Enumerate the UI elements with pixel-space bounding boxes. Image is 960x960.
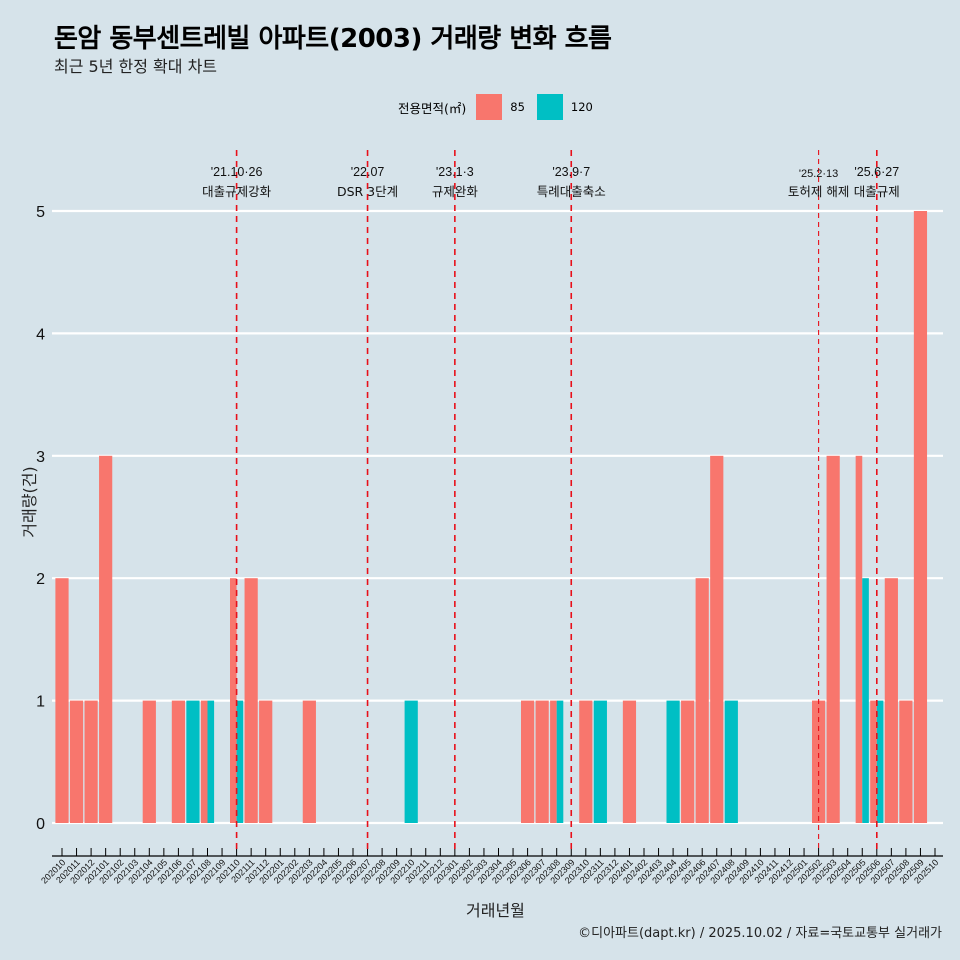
bar-120-202505 — [862, 578, 869, 823]
annotation-label: 대출규제 — [854, 184, 900, 199]
annotation-label: DSR 3단계 — [337, 184, 398, 199]
bar-85-202203 — [302, 700, 316, 823]
bars — [55, 211, 928, 823]
bar-120-202308 — [556, 700, 564, 823]
bar-85-202406 — [695, 578, 709, 823]
bar-85-202104 — [142, 700, 156, 823]
bar-120-202404 — [666, 700, 680, 823]
annotation-label: 규제완화 — [432, 184, 479, 199]
y-tick-label: 1 — [36, 694, 45, 711]
annotation-date: '23.1·3 — [436, 165, 474, 179]
bar-120-202210 — [404, 700, 418, 823]
annotation-date: '21.10·26 — [211, 165, 263, 179]
bar-120-202107 — [186, 700, 200, 823]
y-tick-label: 0 — [36, 816, 45, 833]
annotation-date: '23.9·7 — [552, 165, 590, 179]
annotation-date: '25.6·27 — [854, 165, 899, 179]
bar-85-202307 — [535, 700, 549, 823]
bar-85-202407 — [710, 455, 724, 823]
bar-85-202012 — [84, 700, 98, 823]
y-tick-label: 4 — [36, 326, 45, 343]
annotation-date: '25.2·13 — [799, 168, 838, 180]
bar-85-202310 — [579, 700, 593, 823]
annotation-label: 특례대출축소 — [537, 184, 606, 199]
legend-label-85: 85 — [510, 100, 525, 114]
bar-120-202311 — [593, 700, 607, 823]
bar-85-202306 — [521, 700, 535, 823]
bar-85-202112 — [259, 700, 273, 823]
bar-85-202111 — [244, 578, 258, 823]
bar-85-202108 — [200, 700, 208, 823]
bar-85-202010 — [55, 578, 69, 823]
y-axis-title: 거래량(건) — [20, 466, 39, 538]
bar-85-202110 — [230, 578, 237, 823]
bar-85-202101 — [99, 455, 113, 823]
bar-85-202509 — [913, 211, 928, 823]
bar-85-202508 — [899, 700, 913, 823]
y-tick-label: 5 — [36, 204, 45, 221]
y-tick-label: 3 — [36, 449, 45, 466]
annotation-label: 대출규제강화 — [202, 184, 272, 199]
bar-85-202503 — [826, 455, 840, 823]
legend-swatch-120 — [536, 94, 563, 120]
y-tick-label: 2 — [36, 571, 45, 588]
legend-title: 전용면적(㎡) — [398, 100, 467, 116]
bar-85-202507 — [884, 578, 898, 823]
bar-85-202401 — [622, 700, 637, 823]
bar-85-202011 — [69, 700, 84, 823]
bar-85-202505 — [855, 455, 863, 823]
bar-85-202502 — [812, 700, 826, 823]
reference-lines: '21.10·26 대출규제강화 '22.07 DSR 3단계 '23.1·3 규제완화 '… — [202, 150, 900, 850]
bar-120-202408 — [724, 700, 738, 823]
chart-title: 돈암 동부센트레빌 아파트(2003) 거래량 변화 흐름 — [54, 24, 612, 54]
x-axis: 2020102020112020122021012021022021032021… — [39, 848, 943, 886]
annotation-label: 토허제 해제 — [788, 184, 849, 199]
legend: 전용면적(㎡) 85 120 — [398, 93, 595, 121]
legend-swatch-85 — [476, 94, 503, 120]
bar-120-202506 — [876, 700, 884, 823]
bar-85-202308 — [550, 700, 557, 823]
annotation-date: '22.07 — [351, 165, 385, 179]
source-caption: ©디아파트(dapt.kr) / 2025.10.02 / 자료=국토교통부 실… — [578, 926, 942, 941]
gridlines — [52, 209, 943, 825]
bar-85-202106 — [171, 700, 185, 823]
bar-85-202506 — [870, 700, 877, 823]
legend-label-120: 120 — [570, 100, 593, 114]
chart-subtitle: 최근 5년 한정 확대 차트 — [54, 57, 218, 76]
bar-85-202405 — [681, 700, 695, 823]
bar-120-202108 — [207, 700, 215, 823]
bar-120-202110 — [236, 700, 244, 823]
y-axis-tick-labels: 0 1 2 3 4 5 — [36, 204, 45, 833]
x-axis-title: 거래년월 — [466, 901, 525, 920]
